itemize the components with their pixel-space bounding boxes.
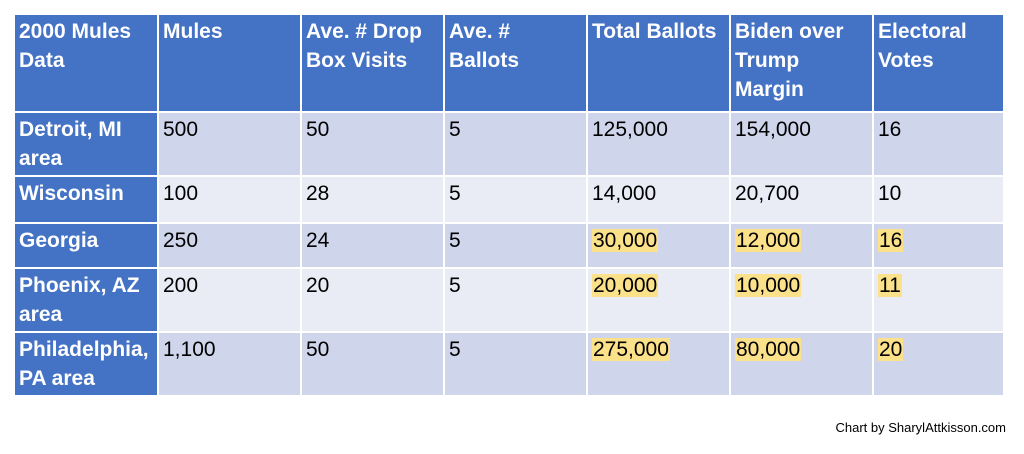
cell-value: 20,700 xyxy=(735,182,800,205)
column-header: Electoral Votes xyxy=(872,13,1005,113)
table-cell: 200 xyxy=(157,267,302,333)
cell-value: 16 xyxy=(878,118,902,141)
highlighted-value: 12,000 xyxy=(735,229,802,252)
cell-value: 125,000 xyxy=(592,118,668,141)
table-cell: 28 xyxy=(300,175,445,224)
highlighted-value: 20 xyxy=(878,338,904,361)
chart-credit: Chart by SharylAttkisson.com xyxy=(835,420,1006,435)
table-cell: 10 xyxy=(872,175,1005,224)
cell-value: 5 xyxy=(449,338,461,361)
table-cell: 50 xyxy=(300,331,445,397)
table-row: Wisconsin 100 28 5 14,000 20,700 10 xyxy=(13,175,1005,224)
table-cell: 24 xyxy=(300,222,445,269)
column-header: Mules xyxy=(157,13,302,113)
table-cell: 30,000 xyxy=(586,222,731,269)
cell-value: Phoenix, AZ area xyxy=(19,274,140,326)
row-label: Phoenix, AZ area xyxy=(13,267,159,333)
table-cell: 11 xyxy=(872,267,1005,333)
table-cell: 100 xyxy=(157,175,302,224)
table-cell: 20,700 xyxy=(729,175,874,224)
table-cell: 20 xyxy=(872,331,1005,397)
column-header: Ave. # Ballots xyxy=(443,13,588,113)
cell-value: 5 xyxy=(449,229,461,252)
cell-value: 20 xyxy=(306,274,330,297)
table-cell: 5 xyxy=(443,222,588,269)
table-cell: 1,100 xyxy=(157,331,302,397)
highlighted-value: 16 xyxy=(878,229,904,252)
cell-value: 154,000 xyxy=(735,118,811,141)
table-cell: 5 xyxy=(443,267,588,333)
table-cell: 250 xyxy=(157,222,302,269)
highlighted-value: 275,000 xyxy=(592,338,670,361)
table-cell: 12,000 xyxy=(729,222,874,269)
cell-value: Philadelphia, PA area xyxy=(19,338,149,390)
row-label: Wisconsin xyxy=(13,175,159,224)
cell-value: 100 xyxy=(163,182,199,205)
column-header: 2000 Mules Data xyxy=(13,13,159,113)
table-cell: 20 xyxy=(300,267,445,333)
table-cell: 125,000 xyxy=(586,111,731,177)
table-row: Detroit, MI area 500 50 5 125,000 154,000 16 xyxy=(13,111,1005,177)
cell-value: 5 xyxy=(449,118,461,141)
table-cell: 154,000 xyxy=(729,111,874,177)
cell-value: 10 xyxy=(878,182,902,205)
table-cell: 5 xyxy=(443,331,588,397)
table-body: Detroit, MI area 500 50 5 125,000 154,000 16 Wi… xyxy=(13,111,1005,397)
cell-value: Wisconsin xyxy=(19,182,124,205)
cell-value: 50 xyxy=(306,338,330,361)
column-header: Ave. # Drop Box Visits xyxy=(300,13,445,113)
table-cell: 5 xyxy=(443,111,588,177)
row-label: Detroit, MI area xyxy=(13,111,159,177)
highlighted-value: 20,000 xyxy=(592,274,659,297)
table-cell: 10,000 xyxy=(729,267,874,333)
table-cell: 80,000 xyxy=(729,331,874,397)
data-table: 2000 Mules Data Mules Ave. # Drop Box Vi… xyxy=(13,13,1005,397)
cell-value: 1,100 xyxy=(163,338,216,361)
cell-value: 5 xyxy=(449,274,461,297)
highlighted-value: 80,000 xyxy=(735,338,802,361)
table-cell: 16 xyxy=(872,111,1005,177)
table-cell: 50 xyxy=(300,111,445,177)
cell-value: 250 xyxy=(163,229,199,252)
cell-value: Georgia xyxy=(19,229,99,252)
column-header: Total Ballots xyxy=(586,13,731,113)
highlighted-value: 11 xyxy=(878,274,902,297)
table-cell: 5 xyxy=(443,175,588,224)
table-cell: 500 xyxy=(157,111,302,177)
table-row: Phoenix, AZ area 200 20 5 20,000 10,000 11 xyxy=(13,267,1005,333)
table-cell: 275,000 xyxy=(586,331,731,397)
cell-value: Detroit, MI area xyxy=(19,118,122,170)
table-row: Georgia 250 24 5 30,000 12,000 16 xyxy=(13,222,1005,269)
table-cell: 20,000 xyxy=(586,267,731,333)
cell-value: 5 xyxy=(449,182,461,205)
highlighted-value: 10,000 xyxy=(735,274,802,297)
row-label: Georgia xyxy=(13,222,159,269)
highlighted-value: 30,000 xyxy=(592,229,659,252)
cell-value: 14,000 xyxy=(592,182,657,205)
row-label: Philadelphia, PA area xyxy=(13,331,159,397)
cell-value: 24 xyxy=(306,229,330,252)
cell-value: 500 xyxy=(163,118,199,141)
cell-value: 200 xyxy=(163,274,199,297)
header-row: 2000 Mules Data Mules Ave. # Drop Box Vi… xyxy=(13,13,1005,113)
column-header: Biden over Trump Margin xyxy=(729,13,874,113)
table-cell: 16 xyxy=(872,222,1005,269)
cell-value: 28 xyxy=(306,182,330,205)
table-row: Philadelphia, PA area 1,100 50 5 275,000 80,0… xyxy=(13,331,1005,397)
table-cell: 14,000 xyxy=(586,175,731,224)
cell-value: 50 xyxy=(306,118,330,141)
